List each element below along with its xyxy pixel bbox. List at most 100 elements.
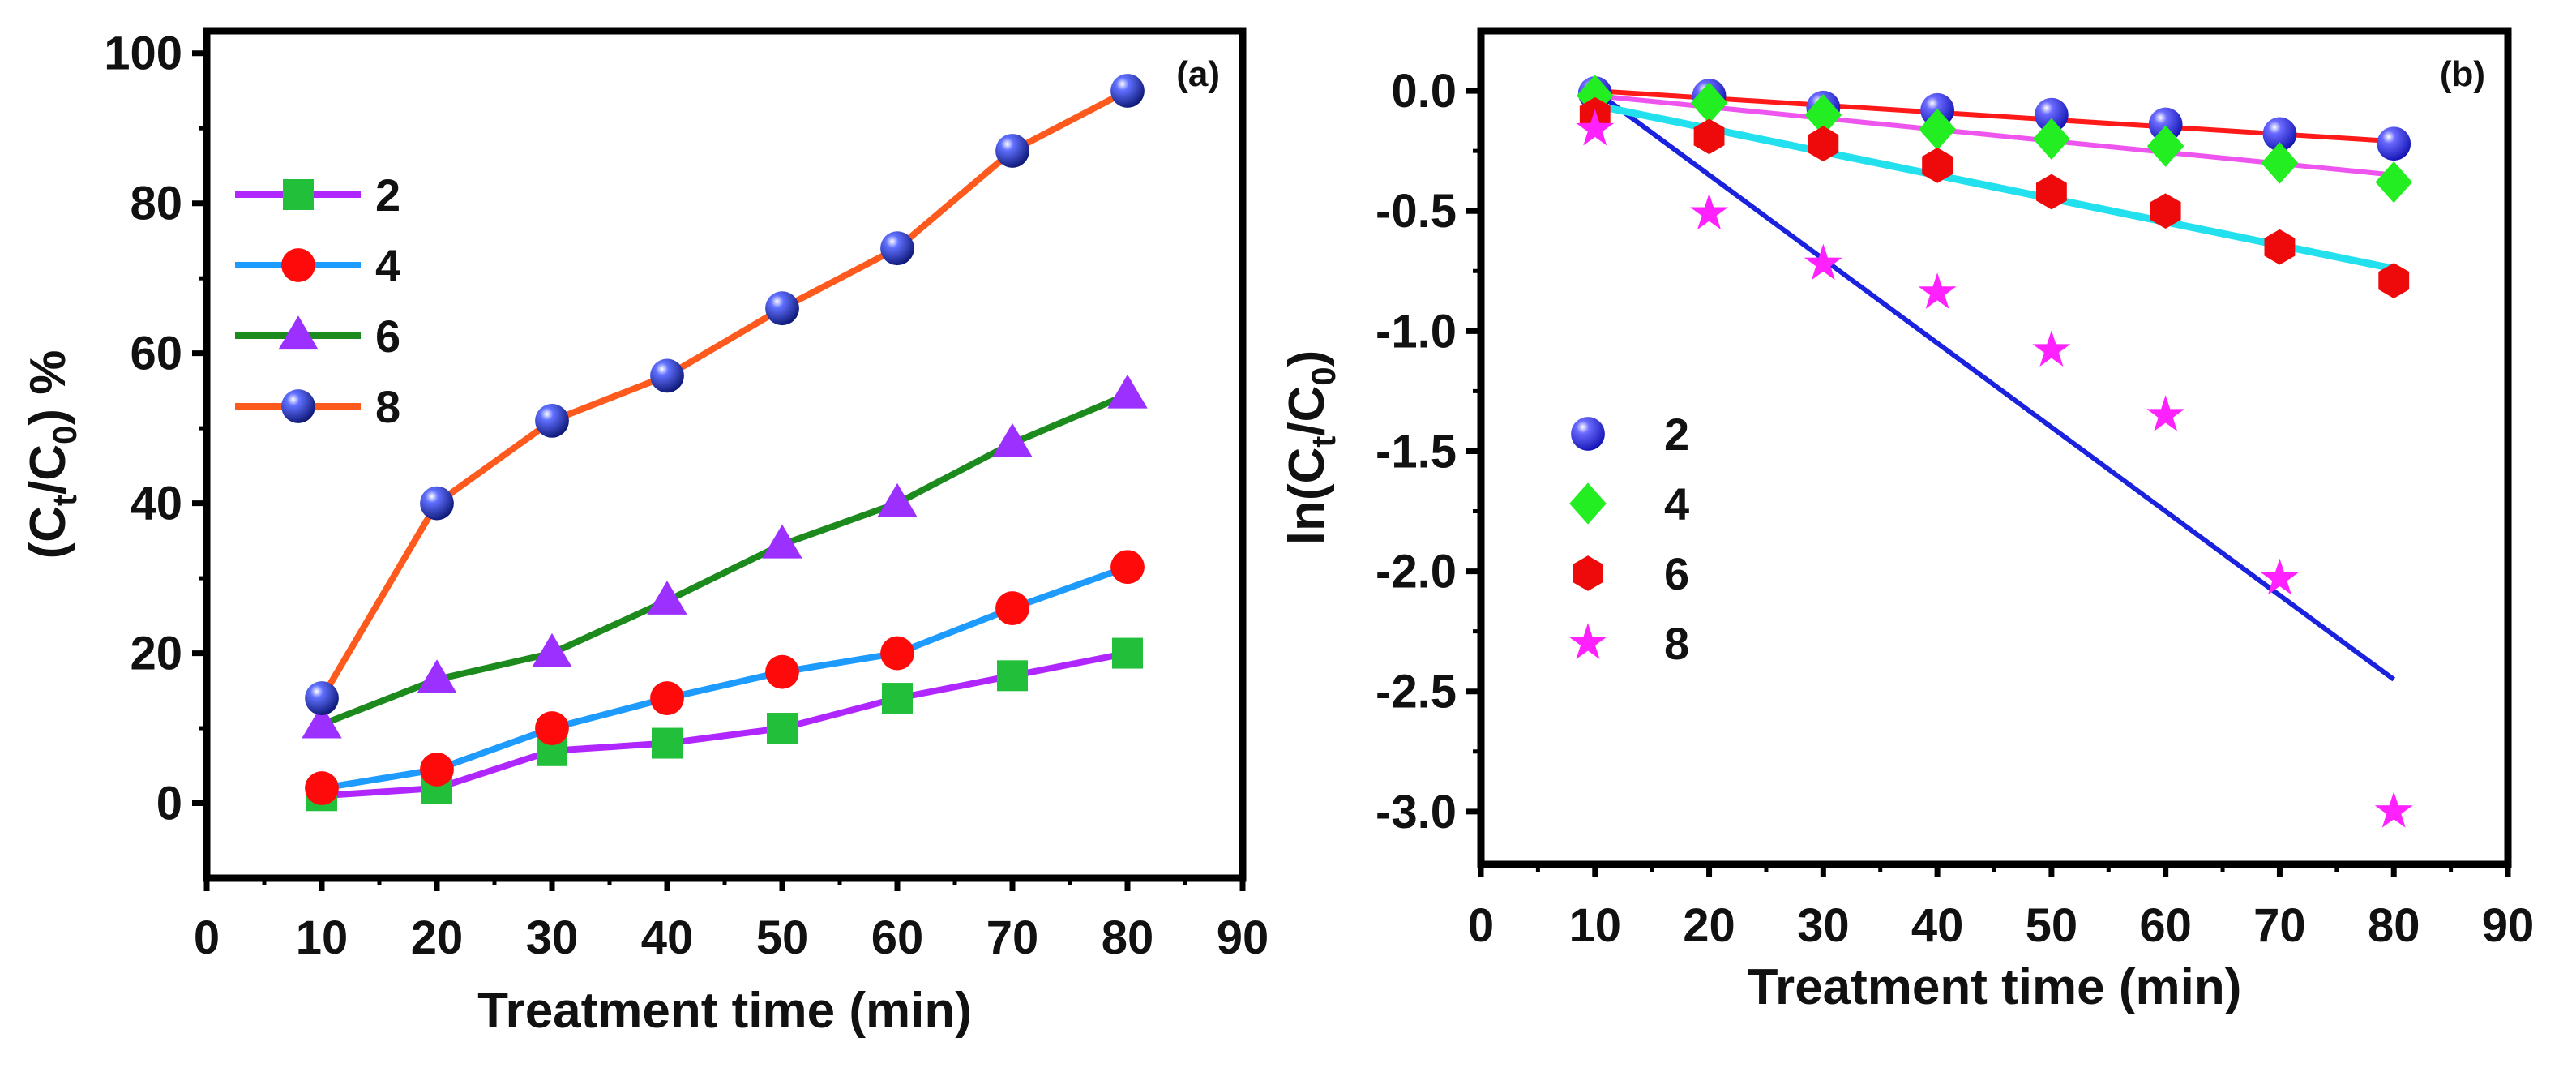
data-point-4 <box>1690 82 1728 124</box>
series-line-8 <box>319 88 1129 701</box>
y-tick-label: -3.0 <box>1376 786 1457 838</box>
plot-frame <box>1477 27 2512 868</box>
data-point-4 <box>2033 118 2070 160</box>
x-tick-label: 90 <box>2482 899 2535 952</box>
series-line-4 <box>321 564 1129 791</box>
y-axis-title-subscript: 0 <box>1304 367 1342 385</box>
legend-label: 6 <box>375 311 400 362</box>
data-point-8 <box>1918 272 1957 309</box>
y-tick-label: 80 <box>130 178 182 230</box>
data-point-6 <box>2264 229 2296 265</box>
data-point-4 <box>2261 142 2299 184</box>
data-point-6 <box>992 422 1033 457</box>
data-point-6 <box>417 659 457 694</box>
data-point-6 <box>762 524 802 559</box>
data-point-2 <box>2148 107 2183 142</box>
y-axis-title-part: ) % <box>20 350 76 426</box>
data-point-4 <box>535 711 569 745</box>
x-tick-label: 50 <box>2026 899 2078 952</box>
panel-b: 0 10 20 30 40 50 60 70 80 900.0-0.5-1.0-1.5-2.0-2… <box>1279 27 2535 1015</box>
data-point-6 <box>1693 118 1725 155</box>
y-tick-label: 20 <box>130 628 182 680</box>
x-tick-label: 50 <box>756 911 809 964</box>
x-tick-label: 70 <box>2253 899 2306 952</box>
x-tick-label: 30 <box>526 911 579 964</box>
series-line-2 <box>321 650 1128 800</box>
data-point-8 <box>1804 243 1842 281</box>
fit-line-4 <box>1594 93 2394 178</box>
y-tick-label: 100 <box>104 28 182 80</box>
y-axis-title-part: /C <box>20 444 76 495</box>
plot-frame <box>203 27 1247 882</box>
data-point-6 <box>1808 126 1839 162</box>
legend-label: 4 <box>1664 478 1689 530</box>
data-point-6 <box>1922 148 1953 183</box>
y-axis-title-subscript: t <box>1304 436 1342 448</box>
data-point-2 <box>997 660 1028 692</box>
data-point-8 <box>305 681 339 715</box>
fit-line-8 <box>1593 88 2396 682</box>
data-point-2 <box>767 713 798 744</box>
legend-marker-2 <box>1571 417 1605 451</box>
y-tick-label: 60 <box>130 328 182 380</box>
data-point-8 <box>420 486 454 521</box>
x-tick-label: 80 <box>1102 911 1154 964</box>
y-axis-title-subscript: t <box>45 495 83 506</box>
data-point-8 <box>880 231 914 266</box>
data-point-2 <box>652 727 683 759</box>
y-axis-title: ln(Ct/C0) <box>1279 350 1342 546</box>
legend-marker-6 <box>278 315 319 350</box>
data-point-4 <box>1919 108 1956 151</box>
y-tick-label: -2.5 <box>1376 666 1457 718</box>
data-point-8 <box>2260 558 2299 595</box>
legend-label: 8 <box>1664 618 1689 669</box>
data-point-6 <box>1107 374 1148 409</box>
data-point-6 <box>647 581 687 615</box>
x-tick-label: 90 <box>1217 911 1269 964</box>
legend-marker-2 <box>283 179 314 210</box>
y-axis-title-subscript: 0 <box>45 426 83 444</box>
y-tick-label: 0.0 <box>1391 65 1457 118</box>
x-axis-title: Treatment time (min) <box>1748 959 2242 1015</box>
data-point-8 <box>535 403 569 438</box>
x-tick-label: 20 <box>1683 899 1735 952</box>
fit-line-2 <box>1594 88 2394 144</box>
x-tick-label: 60 <box>871 911 924 964</box>
data-point-4 <box>880 636 914 671</box>
y-axis-title-part: (C <box>20 506 76 559</box>
x-tick-label: 10 <box>296 911 349 964</box>
x-tick-label: 80 <box>2368 899 2420 952</box>
data-point-2 <box>2034 97 2069 132</box>
data-point-6 <box>2378 263 2410 298</box>
y-tick-label: 0 <box>156 778 182 830</box>
legend-label: 2 <box>375 169 400 221</box>
data-point-4 <box>765 654 799 689</box>
data-point-2 <box>1112 637 1143 669</box>
data-point-2 <box>882 683 913 714</box>
legend-label: 8 <box>375 381 400 432</box>
data-point-4 <box>1804 94 1842 136</box>
x-tick-label: 10 <box>1569 899 1622 952</box>
y-axis-title-part: ) <box>1279 350 1335 367</box>
data-point-4 <box>995 591 1029 625</box>
data-point-4 <box>2146 125 2184 167</box>
data-point-8 <box>2374 791 2413 828</box>
y-axis-title: (Ct/C0) % <box>20 350 83 560</box>
x-tick-label: 20 <box>411 911 464 964</box>
series-line-6 <box>320 391 1129 728</box>
x-tick-label: 70 <box>986 911 1039 964</box>
fit-line-6 <box>1594 101 2395 272</box>
legend-marker-6 <box>1573 555 1603 591</box>
data-point-2 <box>2262 117 2297 152</box>
data-point-4 <box>1110 550 1145 585</box>
legend-marker-4 <box>1569 482 1607 525</box>
legend-marker-4 <box>281 248 315 282</box>
data-point-2 <box>2377 126 2411 161</box>
data-point-6 <box>302 704 342 739</box>
y-tick-label: -2.0 <box>1376 546 1457 598</box>
x-tick-label: 60 <box>2139 899 2192 952</box>
x-axis-title: Treatment time (min) <box>477 983 972 1039</box>
x-tick-label: 40 <box>1911 899 1964 952</box>
